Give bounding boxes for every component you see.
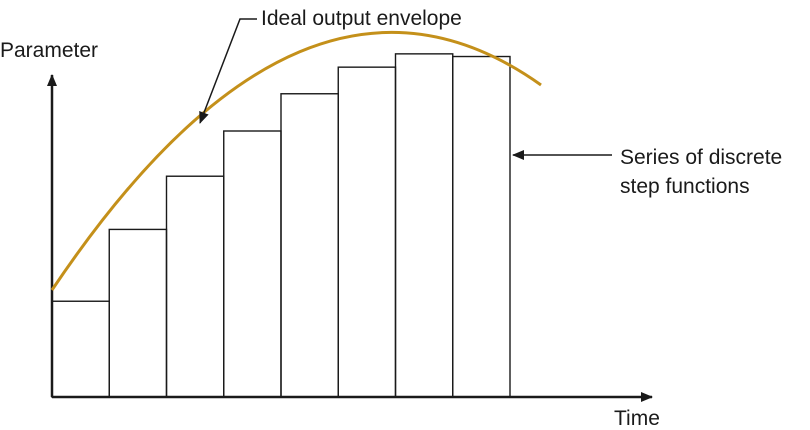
steps-label-line-2: step functions — [620, 175, 750, 198]
step-bar — [223, 130, 282, 398]
step-bar — [280, 93, 339, 398]
envelope-label: Ideal output envelope — [261, 7, 462, 30]
step-bar — [394, 53, 454, 398]
step-bar — [51, 300, 110, 398]
step-bar — [165, 175, 225, 398]
discrete-steps — [51, 53, 511, 398]
step-bar — [452, 55, 511, 398]
steps-label-line-1: Series of discrete — [620, 146, 783, 169]
envelope-leader-arrow — [199, 18, 257, 124]
ideal-output-envelope-curve — [50, 30, 542, 291]
y-axis-label: Parameter — [0, 39, 99, 62]
x-axis-label: Time — [614, 407, 660, 430]
step-bar — [337, 66, 397, 398]
step-bar — [108, 228, 168, 398]
